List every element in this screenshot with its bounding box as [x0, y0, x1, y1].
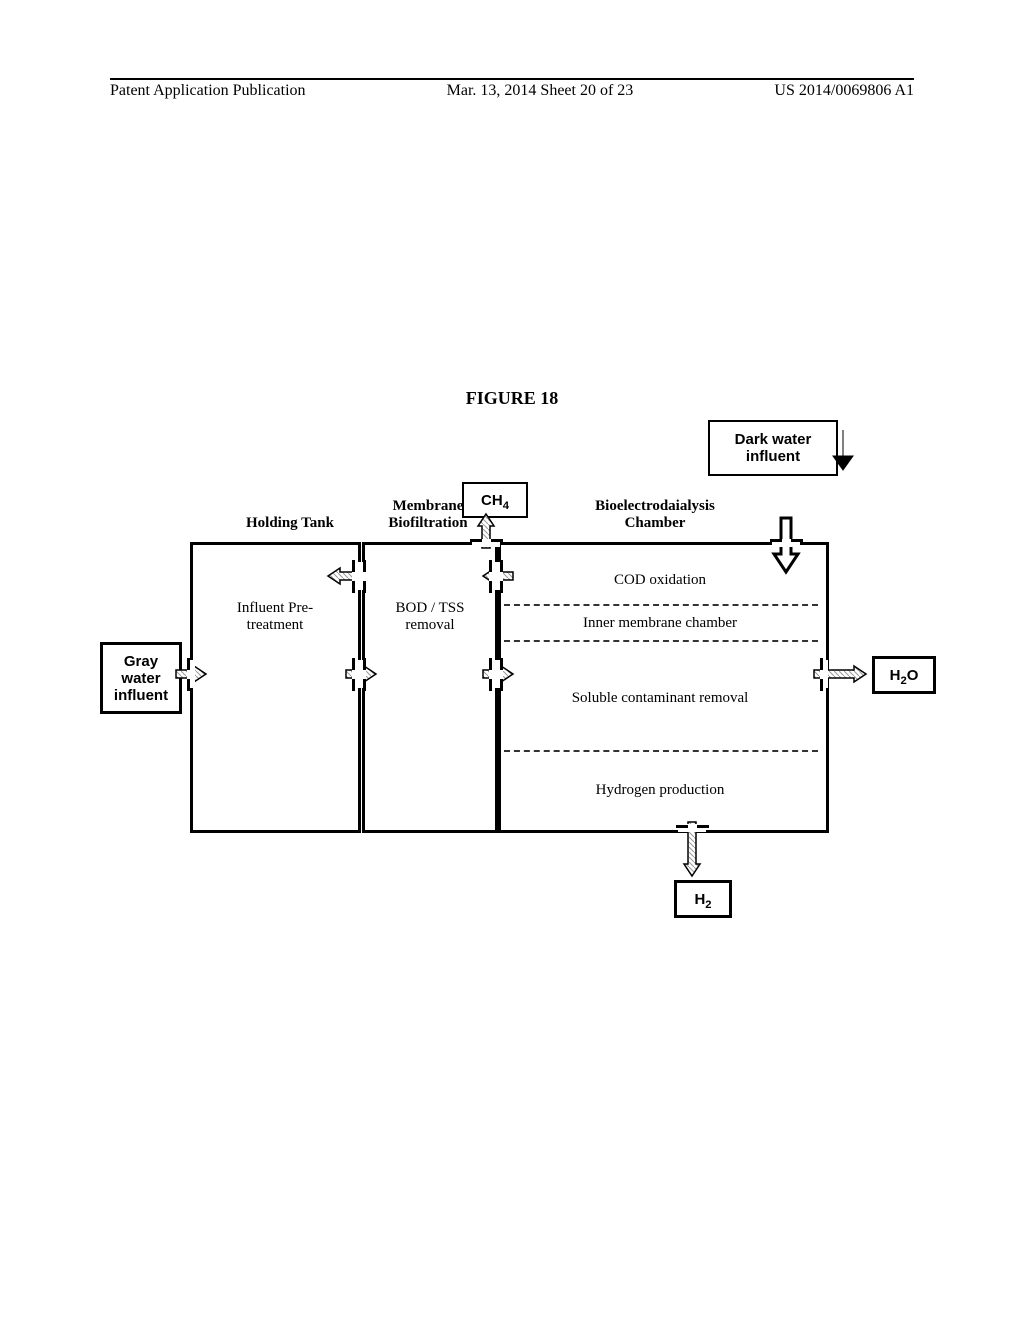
h2-label: H2 [694, 891, 711, 908]
tick-f1 [489, 560, 492, 572]
tick-d2 [187, 679, 190, 691]
tick-e4 [363, 581, 366, 593]
header-left: Patent Application Publication [110, 82, 306, 100]
tick-f3 [489, 581, 492, 593]
holding-tank-heading: Holding Tank [230, 515, 350, 532]
tick-b3 [489, 679, 492, 691]
page-header: Patent Application Publication Mar. 13, … [110, 78, 914, 100]
tick-e3 [352, 581, 355, 593]
membrane-biofiltration-tank [362, 542, 498, 833]
hydrogen-production-label: Hydrogen production [530, 782, 790, 799]
tick-h1 [676, 825, 688, 828]
tick-c2 [820, 679, 823, 691]
gray-water-box: Gray water influent [100, 642, 182, 714]
dark-water-box: Dark water influent [708, 420, 838, 476]
dark-water-label: Dark water influent [735, 431, 812, 465]
tick-a3 [352, 679, 355, 691]
holding-tank [190, 542, 361, 833]
dash-2 [504, 640, 818, 642]
bod-tss-label: BOD / TSS removal [375, 600, 485, 634]
tick-a4 [363, 679, 366, 691]
h2o-label: H2O [890, 667, 919, 684]
tick-c1 [820, 658, 823, 670]
figure-title: FIGURE 18 [0, 388, 1024, 409]
tick-f4 [500, 581, 503, 593]
tick-e2 [363, 560, 366, 572]
tick-a1 [352, 658, 355, 670]
tick-h2 [697, 825, 709, 828]
h2o-box: H2O [872, 656, 936, 694]
header-center: Mar. 13, 2014 Sheet 20 of 23 [306, 82, 775, 100]
dash-1 [504, 604, 818, 606]
tick-b1 [489, 658, 492, 670]
dash-3 [504, 750, 818, 752]
tick-f2 [500, 560, 503, 572]
tick-i2 [791, 539, 803, 542]
tick-g2 [491, 539, 503, 542]
tick-d1 [187, 658, 190, 670]
influent-pretreatment-label: Influent Pre- treatment [210, 600, 340, 634]
membrane-biofiltration-heading: Membrane Biofiltration [368, 498, 488, 532]
bioelectro-heading: Bioelectrodaialysis Chamber [570, 498, 740, 532]
tick-i1 [770, 539, 782, 542]
header-right: US 2014/0069806 A1 [774, 82, 914, 100]
tick-a2 [363, 658, 366, 670]
diagram: Dark water influent CH4 Holding Tank Mem… [100, 420, 920, 920]
tick-e1 [352, 560, 355, 572]
tick-b4 [500, 679, 503, 691]
tick-b2 [500, 658, 503, 670]
soluble-contaminant-label: Soluble contaminant removal [530, 690, 790, 707]
dark-water-arrow [828, 430, 878, 550]
tick-g1 [470, 539, 482, 542]
gray-water-label: Gray water influent [114, 653, 168, 704]
h2-box: H2 [674, 880, 732, 918]
cod-oxidation-label: COD oxidation [530, 572, 790, 589]
inner-membrane-label: Inner membrane chamber [530, 615, 790, 632]
